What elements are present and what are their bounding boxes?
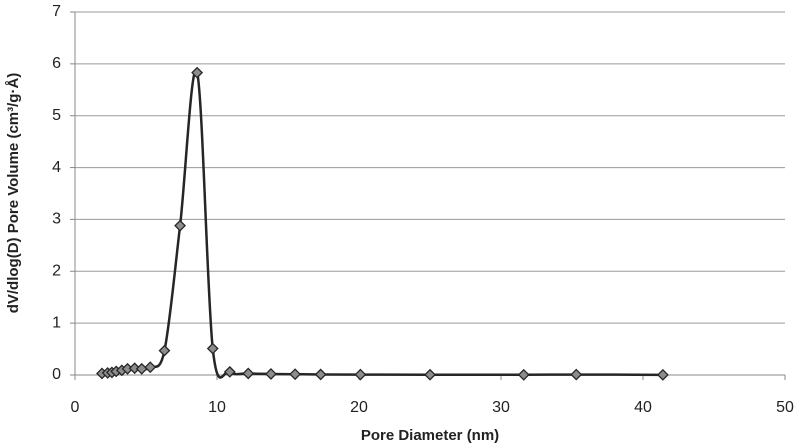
- data-point: [135, 362, 148, 375]
- y-tick-label: 6: [52, 55, 61, 72]
- data-point: [223, 365, 236, 378]
- data-point: [424, 368, 436, 381]
- data-point: [158, 344, 171, 357]
- x-tick-label: 0: [71, 399, 80, 416]
- data-point: [656, 368, 669, 381]
- data-point: [289, 368, 302, 381]
- data-point: [144, 361, 157, 374]
- x-tick-label: 40: [634, 399, 652, 416]
- x-tick-label: 10: [208, 399, 226, 416]
- y-tick-label: 0: [52, 366, 61, 383]
- y-tick-label: 2: [52, 263, 61, 280]
- y-tick-label: 4: [52, 159, 61, 176]
- data-point: [354, 368, 367, 381]
- data-point: [314, 368, 327, 381]
- data-point: [206, 342, 219, 355]
- y-tick-label: 3: [52, 211, 61, 228]
- data-point: [517, 368, 530, 381]
- data-point: [570, 368, 583, 381]
- data-point: [128, 362, 141, 375]
- data-line: [101, 69, 663, 379]
- x-tick-label: 30: [492, 399, 510, 416]
- x-tick-label: 50: [776, 399, 794, 416]
- y-tick-label: 1: [52, 314, 61, 331]
- y-tick-label: 7: [52, 3, 61, 20]
- y-tick-label: 5: [52, 107, 61, 124]
- data-point: [242, 367, 255, 380]
- data-point: [265, 368, 277, 380]
- data-point: [191, 66, 204, 79]
- x-axis-title: Pore Diameter (nm): [361, 427, 499, 444]
- x-tick-label: 20: [350, 399, 368, 416]
- data-point: [174, 219, 186, 232]
- y-axis-title: dV/dlog(D) Pore Volume (cm³/g·Å): [5, 73, 22, 314]
